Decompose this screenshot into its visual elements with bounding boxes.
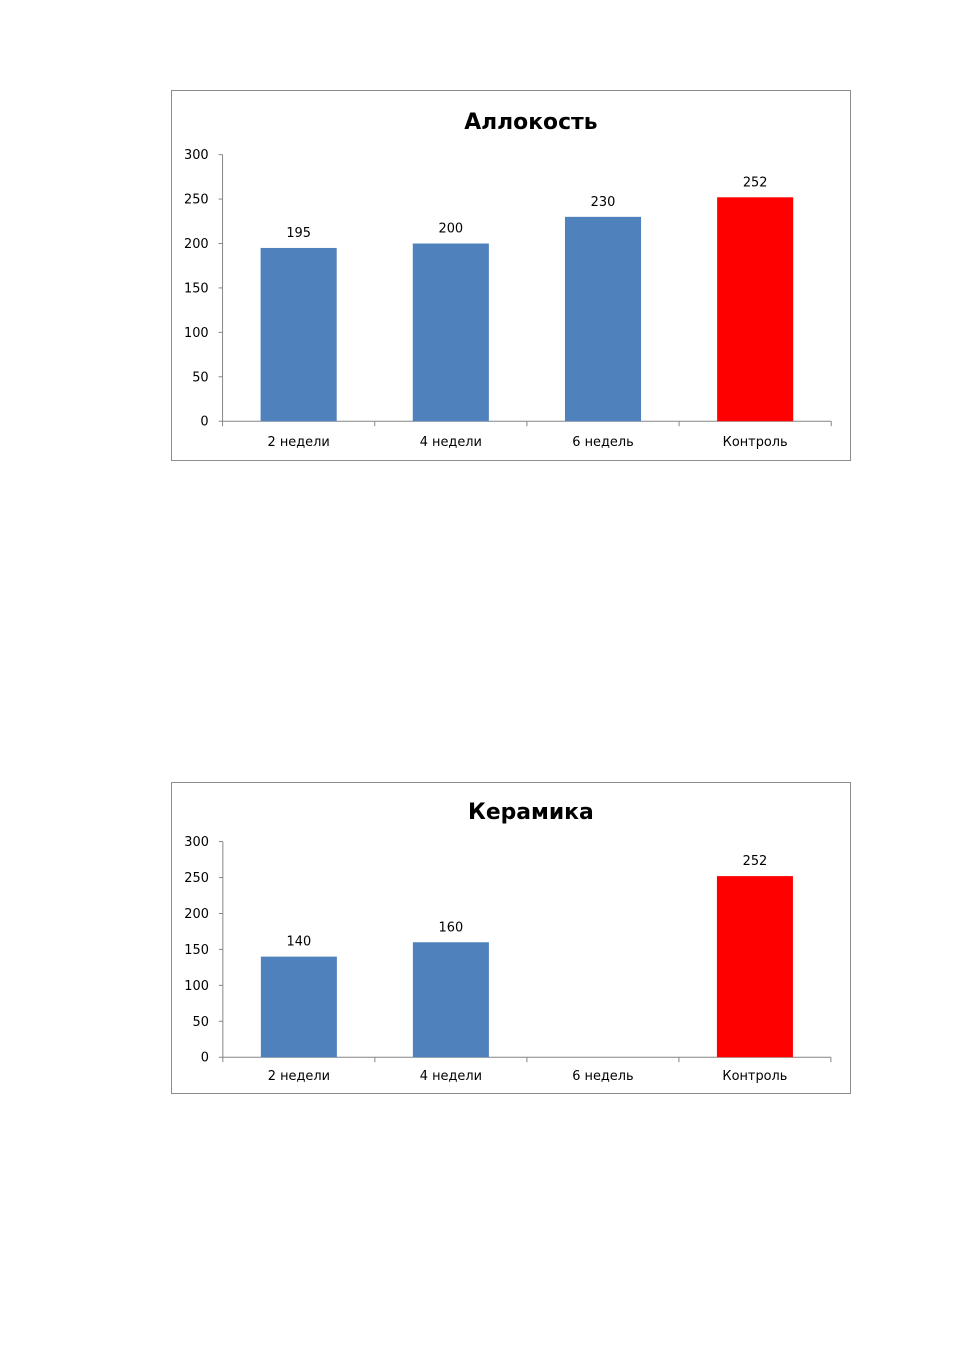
chart-1-title: Аллокость: [464, 110, 597, 135]
chart-2-category-label-4: Контроль: [722, 1069, 787, 1084]
chart-1-bar-3: [564, 216, 642, 422]
chart-2-bar-1: [260, 956, 337, 1058]
chart-1-bar-2: [412, 243, 489, 422]
chart-1-y-tick-label: 50: [192, 370, 208, 385]
chart-keramika: Керамика 0 50 100 150 200 250 300 140 2 недели 160…: [171, 782, 851, 1094]
chart-2-category-label-2: 4 недели: [420, 1069, 482, 1084]
chart-1-y-tick-label: 100: [184, 326, 209, 341]
chart-1-y-tick-label: 250: [184, 193, 209, 208]
chart-2-category-label-3: 6 недель: [572, 1069, 633, 1084]
chart-1-category-label-2: 4 недели: [420, 435, 482, 450]
chart-2-category-label-1: 2 недели: [268, 1069, 330, 1084]
chart-2-data-label-2: 160: [439, 920, 464, 935]
chart-1-y-tick-label: 200: [184, 237, 209, 252]
chart-2-bar-4: [716, 876, 793, 1058]
chart-1-y-tick-label: 0: [200, 415, 208, 430]
chart-2-y-tick-label: 200: [184, 907, 209, 922]
chart-allokost-svg: Аллокость 0 50 100 150 200 250 300 195 2 недели 20…: [184, 110, 832, 450]
chart-1-category-label-4: Контроль: [723, 435, 788, 450]
chart-1-y-tick-label: 300: [184, 148, 209, 163]
chart-allokost: Аллокость 0 50 100 150 200 250 300 195 2 недели 20…: [171, 90, 851, 461]
chart-2-data-label-1: 140: [287, 935, 312, 950]
chart-1-data-label-4: 252: [743, 175, 768, 190]
chart-2-y-tick-label: 300: [184, 835, 209, 850]
chart-1-y-tick-label: 150: [184, 281, 209, 296]
chart-2-y-tick-label: 100: [184, 979, 209, 994]
chart-2-bar-2: [412, 942, 489, 1058]
chart-keramika-svg: Керамика 0 50 100 150 200 250 300 140 2 недели 160…: [184, 800, 832, 1084]
chart-1-data-label-2: 200: [439, 222, 464, 237]
chart-1-bar-4: [717, 197, 794, 422]
chart-1-data-label-1: 195: [286, 226, 311, 241]
chart-2-y-tick-label: 250: [184, 871, 209, 886]
chart-2-y-tick-label: 150: [184, 943, 209, 958]
chart-1-category-label-1: 2 недели: [268, 435, 330, 450]
chart-2-y-tick-label: 0: [201, 1051, 209, 1066]
chart-2-data-label-4: 252: [743, 854, 768, 869]
chart-1-bar-1: [260, 247, 337, 422]
chart-2-title: Керамика: [468, 800, 594, 825]
chart-2-y-tick-label: 50: [193, 1015, 209, 1030]
chart-1-data-label-3: 230: [591, 195, 616, 210]
chart-1-category-label-3: 6 недель: [572, 435, 633, 450]
